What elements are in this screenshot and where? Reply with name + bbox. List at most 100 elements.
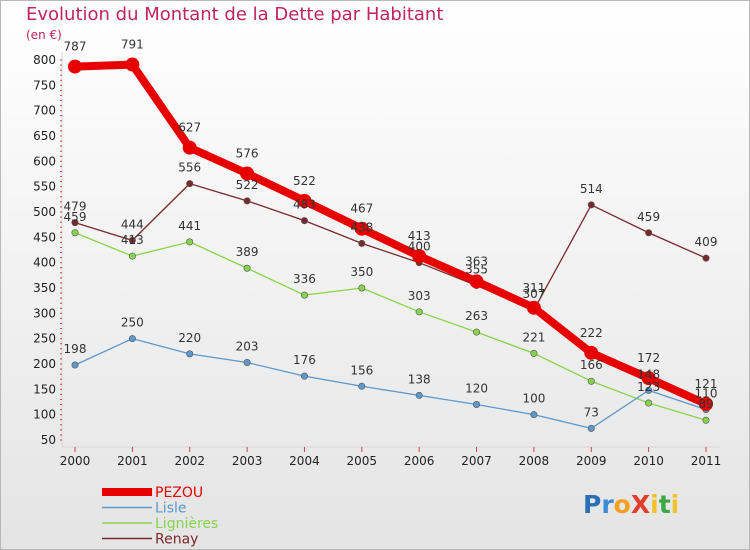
data-label: 409 <box>695 235 718 249</box>
data-label: 441 <box>178 219 201 233</box>
data-point <box>300 291 308 299</box>
y-tick-label: 100 <box>33 408 56 422</box>
data-label: 263 <box>465 309 488 323</box>
data-point <box>300 372 308 380</box>
legend-label: Lignières <box>155 516 218 532</box>
data-point <box>186 180 194 188</box>
data-label: 514 <box>580 182 603 196</box>
data-point <box>358 284 366 292</box>
data-point <box>641 371 656 386</box>
y-tick-label: 800 <box>33 53 56 67</box>
legend-label: Lisle <box>155 501 187 517</box>
data-point <box>68 59 82 74</box>
data-label: 479 <box>64 200 87 214</box>
data-point <box>645 386 653 394</box>
data-point <box>412 249 427 264</box>
data-point <box>415 308 423 316</box>
data-point <box>297 193 312 208</box>
data-label: 166 <box>580 358 603 372</box>
data-point <box>71 361 79 369</box>
data-label: 311 <box>522 281 545 295</box>
y-tick-label: 500 <box>33 205 56 219</box>
legend-label: Renay <box>155 532 198 548</box>
data-label: 100 <box>522 392 545 406</box>
data-label: 459 <box>637 210 660 224</box>
data-point <box>128 252 136 260</box>
series-lisle <box>71 335 710 432</box>
x-tick-label: 2007 <box>461 454 492 468</box>
data-label: 438 <box>350 220 373 234</box>
data-point <box>240 166 255 181</box>
data-label: 459 <box>64 210 87 224</box>
data-label: 138 <box>408 372 431 386</box>
data-point <box>243 264 251 272</box>
data-point <box>354 221 369 236</box>
data-label: 355 <box>465 262 488 276</box>
data-point <box>182 140 197 155</box>
y-tick-label: 700 <box>33 104 56 118</box>
x-tick-label: 2005 <box>347 454 378 468</box>
data-label: 121 <box>695 377 718 391</box>
chart-title: Evolution du Montant de la Dette par Hab… <box>26 4 444 25</box>
data-label: 110 <box>695 387 718 401</box>
data-point <box>702 254 710 262</box>
data-point <box>71 219 79 227</box>
series-pezou <box>68 57 713 412</box>
data-point <box>473 328 481 336</box>
data-label: 307 <box>522 287 545 301</box>
data-point <box>702 416 710 424</box>
y-tick-label: 550 <box>33 180 56 194</box>
logo-letter: P <box>583 490 602 519</box>
data-point <box>125 57 140 72</box>
data-point <box>645 229 653 237</box>
data-point <box>186 350 194 358</box>
y-tick-label: 600 <box>33 154 56 168</box>
data-point <box>358 382 366 390</box>
chart-unit: (en €) <box>26 28 62 42</box>
data-label: 172 <box>637 351 660 365</box>
data-point <box>71 229 79 237</box>
logo-letter: i <box>670 490 680 519</box>
logo-letter: X <box>630 490 651 519</box>
x-tick-label: 2000 <box>60 454 91 468</box>
data-point <box>300 217 308 225</box>
data-label: 303 <box>408 289 431 303</box>
data-label: 400 <box>408 240 431 254</box>
x-tick-label: 2010 <box>633 454 664 468</box>
data-point <box>415 391 423 399</box>
data-point <box>526 300 541 315</box>
data-label: 176 <box>293 353 316 367</box>
data-point <box>243 197 251 205</box>
data-label: 120 <box>465 382 488 396</box>
data-label: 156 <box>350 363 373 377</box>
data-label: 220 <box>178 331 201 345</box>
y-tick-label: 200 <box>33 357 56 371</box>
legend-item-lignières: Lignières <box>102 516 218 532</box>
data-point <box>186 238 194 246</box>
legend-label: PEZOU <box>155 485 203 501</box>
y-tick-label: 150 <box>33 382 56 396</box>
series-line <box>74 338 707 429</box>
y-tick-label: 750 <box>33 78 56 92</box>
data-label: 467 <box>350 202 373 216</box>
data-label: 250 <box>121 316 144 330</box>
data-label: 198 <box>64 342 87 356</box>
data-label: 556 <box>178 161 201 175</box>
data-label: 787 <box>64 40 87 54</box>
data-label: 444 <box>121 217 144 231</box>
y-tick-label: 650 <box>33 129 56 143</box>
data-point <box>358 239 366 247</box>
data-label: 350 <box>350 265 373 279</box>
x-tick-label: 2006 <box>404 454 435 468</box>
data-label: 791 <box>121 38 144 52</box>
x-tick-label: 2001 <box>117 454 148 468</box>
data-label: 148 <box>637 367 660 381</box>
data-point <box>128 236 136 244</box>
data-point <box>587 424 595 432</box>
data-point <box>645 399 653 407</box>
data-label: 203 <box>236 339 259 353</box>
logo-letter: t <box>658 490 671 519</box>
x-tick-label: 2009 <box>576 454 607 468</box>
data-point <box>584 345 599 360</box>
